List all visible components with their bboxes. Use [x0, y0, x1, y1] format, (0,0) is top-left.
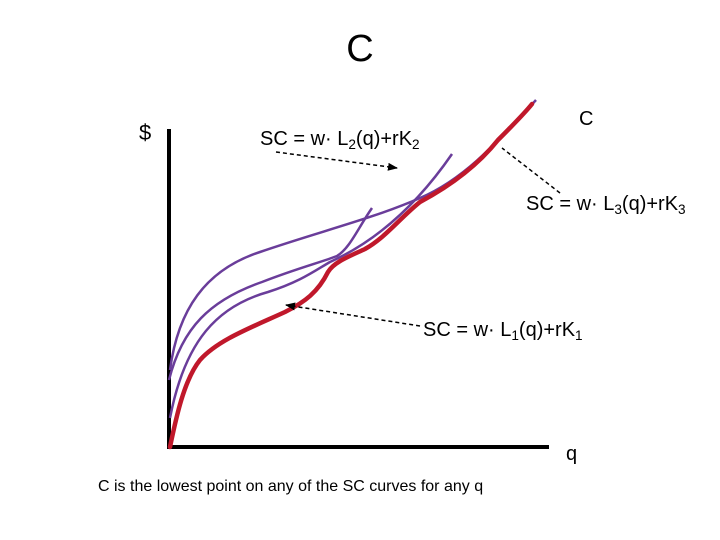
slide-title: C [346, 28, 374, 70]
slide-caption: C is the lowest point on any of the SC c… [98, 478, 484, 495]
sc3-label-sub-k: 3 [678, 202, 686, 218]
sc1-label-prefix: SC = w· L [423, 319, 512, 341]
sc2-label-sub-k: 2 [412, 137, 420, 153]
x-axis-label: q [566, 443, 578, 465]
sc2-pointer-arrow [275, 151, 398, 171]
sc2-curve [168, 153, 454, 419]
sc3-label-prefix: SC = w· L [526, 193, 615, 215]
sc3-label: SC = w· L3(q)+rK3 [526, 193, 686, 218]
sc1-label-sub-k: 1 [575, 328, 583, 344]
sc2-label-sub-l: 2 [348, 137, 356, 153]
envelope-curve-c [167, 101, 535, 450]
sc3-label-mid: (q)+rK [621, 193, 679, 215]
sc2-label-mid: (q)+rK [355, 128, 413, 150]
sc3-pointer-arrow [501, 147, 561, 194]
sc3-label-sub-l: 3 [614, 202, 622, 218]
sc1-curve [167, 207, 374, 381]
sc2-label-prefix: SC = w· L [260, 128, 349, 150]
sc1-label-sub-l: 1 [511, 328, 519, 344]
sc1-label: SC = w· L1(q)+rK1 [423, 319, 583, 344]
y-axis-label: $ [139, 120, 152, 145]
sc1-label-mid: (q)+rK [518, 319, 576, 341]
envelope-curve-label: C [579, 108, 594, 130]
sc1-pointer-arrow [285, 302, 421, 327]
sc2-label: SC = w· L2(q)+rK2 [260, 128, 420, 153]
